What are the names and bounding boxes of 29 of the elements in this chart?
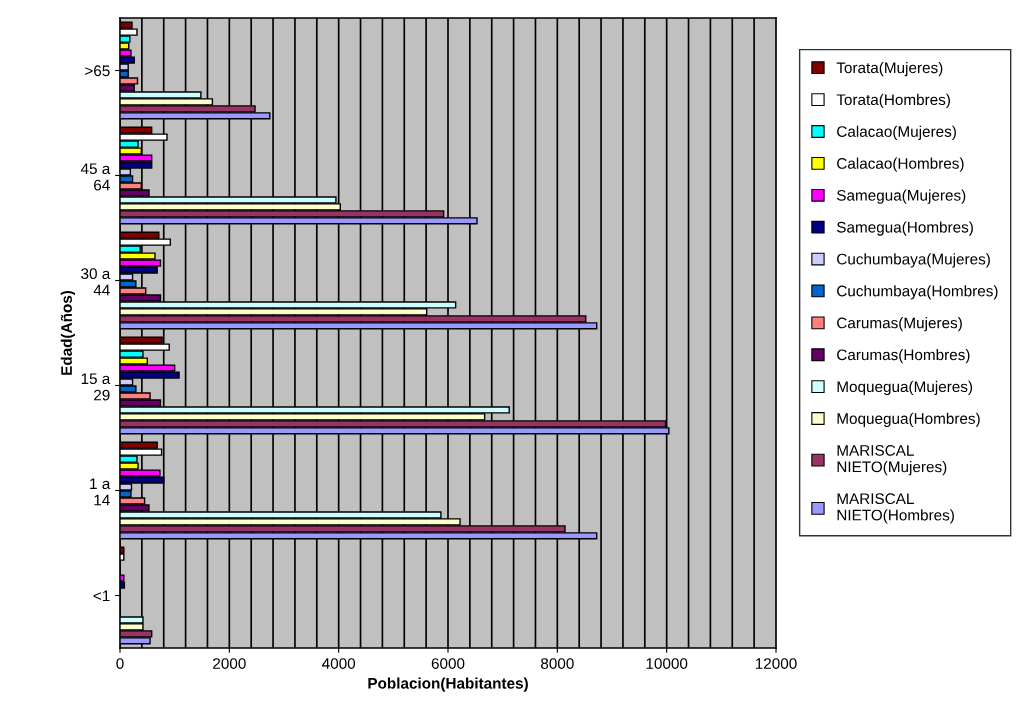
legend-label: Cuchumbaya(Hombres) xyxy=(837,285,998,300)
legend-label: Torata(Hombres) xyxy=(836,93,950,109)
y-tick-label: 15 a 29 xyxy=(81,373,111,401)
y-tick-label: 45 a 64 xyxy=(80,163,111,191)
x-tick-label: 6000 xyxy=(431,658,465,669)
legend-label: Cuchumbaya(Mujeres) xyxy=(837,253,990,268)
y-tick-label: 1 a 14 xyxy=(90,478,111,506)
x-tick-label: 4000 xyxy=(322,658,356,669)
y-tick-label: <1 xyxy=(93,590,110,602)
x-tick-label: 8000 xyxy=(541,658,574,669)
x-tick-label: 10000 xyxy=(646,658,688,669)
y-tick-label: 30 a 44 xyxy=(81,268,111,296)
y-tick-label: >65 xyxy=(85,65,110,77)
legend-label: MARISCAL NIETO(Hombres) xyxy=(837,493,954,524)
y-axis-title: Edad(Años) xyxy=(60,290,75,375)
legend-label: Carumas(Hombres) xyxy=(837,348,970,364)
legend-label: Calacao(Mujeres) xyxy=(837,125,956,140)
legend-label: Carumas(Mujeres) xyxy=(837,317,962,332)
legend-label: Torata(Mujeres) xyxy=(836,61,943,77)
x-tick-label: 2000 xyxy=(213,658,246,669)
x-tick-label: 12000 xyxy=(755,658,797,669)
legend-label: MARISCAL NIETO(Mujeres) xyxy=(837,444,947,476)
legend-label: Moquegua(Hombres) xyxy=(837,412,980,427)
legend-label: Samegua(Hombres) xyxy=(837,221,973,236)
legend-label: Samegua(Mujeres) xyxy=(837,189,966,204)
x-tick-label: 0 xyxy=(116,658,124,669)
legend-label: Moquegua(Mujeres) xyxy=(837,380,973,396)
legend-label: Calacao(Hombres) xyxy=(837,157,964,172)
x-axis-title: Poblacion(Habitantes) xyxy=(368,677,528,692)
